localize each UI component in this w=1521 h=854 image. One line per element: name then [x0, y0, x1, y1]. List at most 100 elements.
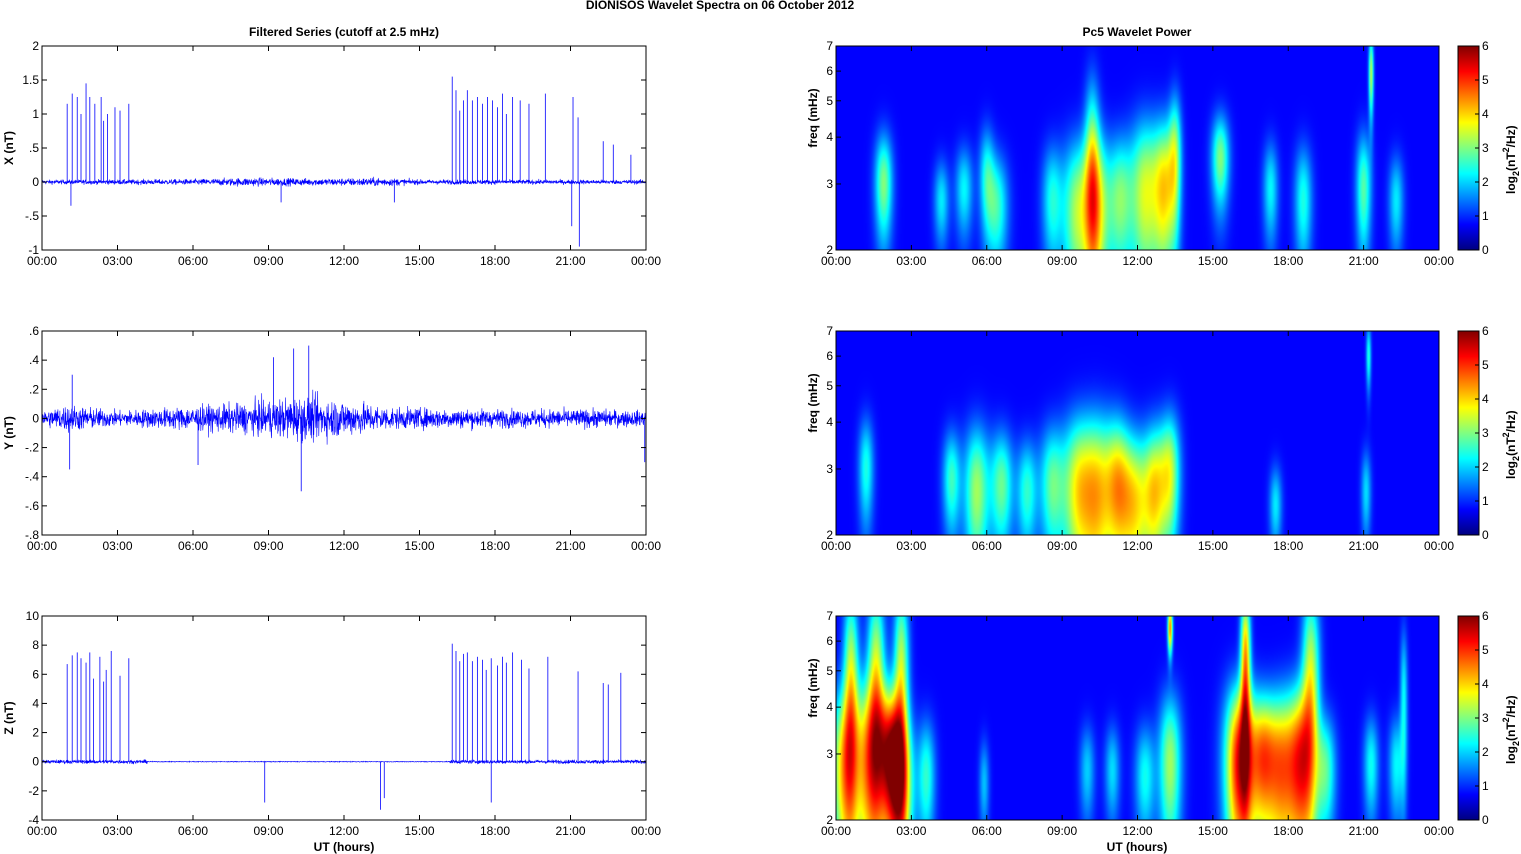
spectrum-z-ytick-label: 6: [826, 634, 833, 648]
timeseries-y-ylabel: Y (nT): [2, 416, 16, 450]
timeseries-x-ytick-label: -.5: [25, 209, 39, 223]
spectrum-y-colorbar-tick-label: 5: [1482, 358, 1489, 372]
spectrum-x-xtick-label: 03:00: [896, 254, 926, 268]
spectrum-z-xtick-label: 21:00: [1349, 824, 1379, 838]
spectrum-z-ytick-label: 5: [826, 664, 833, 678]
spectrum-z-colorbar-tick-label: 0: [1482, 813, 1489, 827]
spectrum-x-xtick-label: 06:00: [972, 254, 1002, 268]
timeseries-z-plot-area: [42, 616, 646, 820]
timeseries-y-ytick-label: -.2: [25, 441, 39, 455]
timeseries-y-xtick-label: 21:00: [555, 539, 585, 553]
timeseries-z-data: [42, 643, 646, 810]
timeseries-z-ylabel: Z (nT): [2, 701, 16, 734]
spectrum-x-colorbar-label-part: log: [1504, 176, 1518, 194]
timeseries-z-ytick-label: 2: [32, 726, 39, 740]
timeseries-x-ytick-label: -1: [28, 243, 39, 257]
timeseries-z-ytick-label: 10: [26, 609, 40, 623]
timeseries-y-panel: -.8 -.6 -.4 -.2 0 .2 .4 .6 00:00 03:00 06:00 09:00 1…: [2, 324, 661, 553]
timeseries-x-xtick-label: 21:00: [555, 254, 585, 268]
timeseries-y-noise-line: [42, 389, 646, 445]
spectrum-y-colorbar-tick-label: 0: [1482, 528, 1489, 542]
spectrum-y-colorbar-tick-label: 2: [1482, 460, 1489, 474]
spectrum-z-colorbar-label: log2(nT2/Hz): [1501, 695, 1521, 764]
spectrum-y-xtick-label: 00:00: [1424, 539, 1454, 553]
spectrum-y-xtick-label: 03:00: [896, 539, 926, 553]
spectrum-z-colorbar-label-part: /Hz): [1504, 695, 1518, 717]
spectrum-x-heatmap-canvas: [836, 46, 1439, 250]
spectrum-x-xtick-label: 15:00: [1198, 254, 1228, 268]
spectrum-x-colorbar-tick-label: 4: [1482, 107, 1489, 121]
timeseries-y-ytick-label: 0: [32, 411, 39, 425]
spectrum-x-colorbar-label-part: 2: [1501, 147, 1511, 152]
timeseries-x-ytick-label: 0: [32, 175, 39, 189]
spectrum-y-colorbar-label: log2(nT2/Hz): [1501, 410, 1521, 479]
spectrum-y-colorbar-label-part: /Hz): [1504, 410, 1518, 432]
timeseries-y-xtick-label: 03:00: [102, 539, 132, 553]
spectrum-x-xtick-label: 12:00: [1122, 254, 1152, 268]
spectrum-y-colorbar-label-part: log: [1504, 461, 1518, 479]
spectrum-x-colorbar-tick-label: 1: [1482, 209, 1489, 223]
spectrum-x-colorbar-tick-label: 0: [1482, 243, 1489, 257]
spectrum-z-xtick-label: 18:00: [1273, 824, 1303, 838]
spectrum-z-colorbar-tick-label: 2: [1482, 745, 1489, 759]
spectrum-z-xtick-label: 03:00: [896, 824, 926, 838]
timeseries-x-xtick-label: 06:00: [178, 254, 208, 268]
timeseries-y-xtick-label: 00:00: [27, 539, 57, 553]
timeseries-x-panel: -1 -.5 0 .5 1 1.5 2 00:00 03:00 06:00 09:00 12:00 15…: [2, 39, 661, 268]
spectrum-x-ytick-label: 5: [826, 94, 833, 108]
timeseries-y-ytick-label: .2: [29, 382, 39, 396]
spectrum-z-xtick-label: 00:00: [1424, 824, 1454, 838]
timeseries-y-xtick-label: 18:00: [480, 539, 510, 553]
timeseries-z-noise-line: [42, 758, 646, 765]
spectrum-x-ytick-label: 2: [826, 243, 833, 257]
spectrum-y-xtick-label: 18:00: [1273, 539, 1303, 553]
spectrum-y-colorbar-label-part: 2: [1501, 432, 1511, 437]
spectrum-y-ytick-label: 3: [826, 462, 833, 476]
timeseries-z-xtick-label: 06:00: [178, 824, 208, 838]
spectrum-z-colorbar-tick-label: 1: [1482, 779, 1489, 793]
timeseries-z-xtick-label: 00:00: [27, 824, 57, 838]
spectrum-y-ytick-label: 5: [826, 379, 833, 393]
spectrum-z-xtick-label: 15:00: [1198, 824, 1228, 838]
spectrum-x-xtick-label: 00:00: [1424, 254, 1454, 268]
spectrum-y-xtick-label: 12:00: [1122, 539, 1152, 553]
spectrum-y-xtick-label: 15:00: [1198, 539, 1228, 553]
spectrum-x-colorbar-label-part: (nT: [1504, 152, 1518, 171]
spectrum-z-ytick-label: 4: [826, 700, 833, 714]
timeseries-x-xtick-label: 09:00: [253, 254, 283, 268]
timeseries-y-xtick-label: 09:00: [253, 539, 283, 553]
spectrum-y-ytick-label: 7: [826, 324, 833, 338]
spectrum-z-xtick-label: 09:00: [1047, 824, 1077, 838]
spectrum-z-ytick-label: 3: [826, 747, 833, 761]
timeseries-y-xtick-label: 00:00: [631, 539, 661, 553]
timeseries-z-ytick-label: 6: [32, 667, 39, 681]
spectrum-z-colorbar-label-part: (nT: [1504, 722, 1518, 741]
spectrum-y-colorbar-tick-label: 4: [1482, 392, 1489, 406]
spectrum-x-colorbar-tick-label: 3: [1482, 141, 1489, 155]
spectrum-z-colorbar-tick-label: 5: [1482, 643, 1489, 657]
spectrum-x-image: [836, 46, 1439, 250]
spectrum-x-colorbar-tick-label: 2: [1482, 175, 1489, 189]
spectrum-z-image: [836, 616, 1439, 820]
timeseries-x-xtick-label: 00:00: [27, 254, 57, 268]
spectrum-x-xtick-label: 18:00: [1273, 254, 1303, 268]
spectrum-x-colorbar-tick-label: 6: [1482, 39, 1489, 53]
timeseries-z-ytick-label: -2: [28, 784, 39, 798]
spectrum-z-heatmap-canvas: [836, 616, 1439, 820]
spectrum-z-xtick-label: 06:00: [972, 824, 1002, 838]
spectrum-y-ytick-label: 6: [826, 349, 833, 363]
spectrum-y-heatmap-canvas: [836, 331, 1439, 535]
spectrum-y-ytick-label: 2: [826, 528, 833, 542]
timeseries-z-xtick-label: 18:00: [480, 824, 510, 838]
figure-suptitle: DIONISOS Wavelet Spectra on 06 October 2…: [586, 0, 855, 12]
timeseries-z-panel: -4 -2 0 2 4 6 8 10 00:00 03:00 06:00 09:00 12:00 15:0…: [2, 609, 661, 838]
spectrum-y-colorbar-tick-label: 3: [1482, 426, 1489, 440]
spectrum-z-ytick-label: 7: [826, 609, 833, 623]
spectrum-y-xtick-label: 09:00: [1047, 539, 1077, 553]
spectrum-x-colorbar-label-part: /Hz): [1504, 125, 1518, 147]
spectrum-y-xtick-label: 06:00: [972, 539, 1002, 553]
left-xlabel: UT (hours): [314, 840, 375, 854]
